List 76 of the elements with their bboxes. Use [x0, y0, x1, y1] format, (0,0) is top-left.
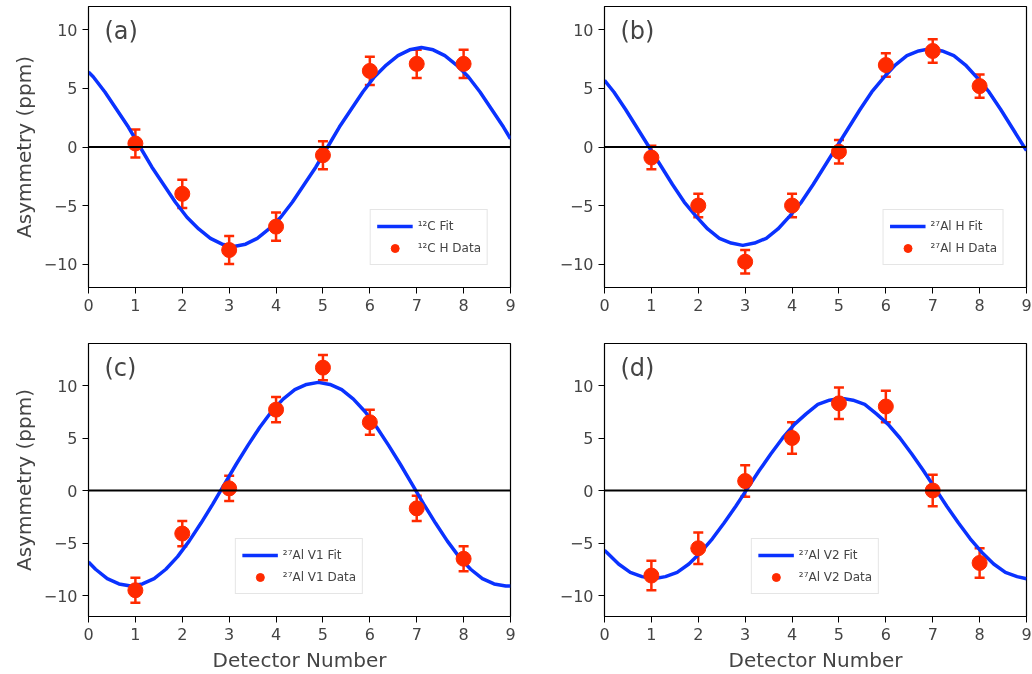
x-tick-label: 1	[646, 624, 657, 644]
annotation: (a)	[104, 16, 138, 45]
x-tick-label: 3	[740, 624, 751, 644]
x-tick-label: 0	[599, 295, 610, 315]
x-tick-label: 5	[833, 624, 845, 644]
legend-label: ²⁷Al H Fit	[930, 219, 983, 233]
y-tick-label: −10	[559, 586, 594, 606]
y-tick-label: −10	[43, 255, 78, 275]
y-axis-title: Asymmetry (ppm)	[11, 389, 36, 571]
x-tick-label: 7	[411, 624, 422, 644]
x-tick-label: 7	[927, 295, 938, 315]
y-tick-label: −10	[43, 586, 78, 606]
annotation: (d)	[620, 353, 655, 382]
x-tick-label: 6	[364, 295, 375, 315]
y-tick-label: −5	[569, 196, 594, 216]
x-tick-label: 5	[317, 295, 329, 315]
annotation: (c)	[104, 353, 137, 382]
y-axis-title: Asymmetry (ppm)	[11, 56, 36, 238]
x-tick-label: 2	[177, 295, 188, 315]
x-tick-label: 6	[364, 624, 375, 644]
x-tick-label: 3	[224, 295, 235, 315]
x-tick-label: 4	[786, 295, 798, 315]
x-tick-label: 5	[317, 624, 329, 644]
legend-label: ²⁷Al V1 Data	[282, 570, 357, 584]
y-tick-label: 10	[573, 20, 594, 40]
legend-label: ²⁷Al V1 Fit	[282, 548, 342, 562]
x-tick-label: 8	[458, 624, 469, 644]
x-tick-label: 9	[505, 295, 516, 315]
y-tick-label: 0	[583, 481, 594, 501]
legend-label: ²⁷Al V2 Fit	[798, 548, 858, 562]
x-tick-label: 8	[458, 295, 469, 315]
y-tick-label: 5	[67, 79, 78, 99]
y-tick-label: 5	[583, 79, 594, 99]
x-tick-label: 1	[130, 624, 141, 644]
x-tick-label: 9	[1021, 624, 1032, 644]
y-tick-label: −10	[559, 255, 594, 275]
annotation: (b)	[620, 16, 655, 45]
legend-label: ²⁷Al H Data	[930, 241, 997, 255]
x-tick-label: 6	[880, 295, 891, 315]
x-tick-label: 2	[693, 624, 704, 644]
x-tick-label: 9	[1021, 295, 1032, 315]
x-tick-label: 4	[270, 624, 282, 644]
x-tick-label: 0	[83, 624, 94, 644]
x-axis-title: Detector Number	[728, 647, 904, 672]
y-tick-label: 10	[573, 376, 594, 396]
x-tick-label: 4	[786, 624, 798, 644]
y-tick-label: −5	[53, 196, 78, 216]
legend-label: ²⁷Al V2 Data	[798, 570, 873, 584]
x-tick-label: 1	[646, 295, 657, 315]
x-tick-label: 6	[880, 624, 891, 644]
y-tick-label: −5	[53, 534, 78, 553]
legend-label: ¹²C Fit	[417, 219, 454, 233]
x-tick-label: 2	[177, 624, 188, 644]
y-tick-label: 0	[67, 138, 78, 157]
x-tick-label: 1	[130, 295, 141, 315]
y-tick-label: 5	[67, 429, 78, 448]
x-axis-title: Detector Number	[212, 647, 388, 672]
x-tick-label: 0	[599, 624, 610, 644]
x-tick-label: 8	[974, 624, 985, 644]
y-tick-label: −5	[569, 534, 594, 553]
x-tick-label: 7	[927, 624, 938, 644]
y-tick-label: 10	[57, 376, 78, 396]
y-tick-label: 0	[583, 138, 594, 157]
y-tick-label: 0	[67, 481, 78, 501]
x-tick-label: 0	[83, 295, 94, 315]
x-tick-label: 8	[974, 295, 985, 315]
legend-label: ¹²C H Data	[417, 241, 481, 255]
x-tick-label: 5	[833, 295, 845, 315]
y-tick-label: 5	[583, 429, 594, 448]
x-tick-label: 3	[740, 295, 751, 315]
x-tick-label: 7	[411, 295, 422, 315]
x-tick-label: 9	[505, 624, 516, 644]
y-tick-label: 10	[57, 20, 78, 40]
x-tick-label: 3	[224, 624, 235, 644]
x-tick-label: 2	[693, 295, 704, 315]
x-tick-label: 4	[270, 295, 282, 315]
